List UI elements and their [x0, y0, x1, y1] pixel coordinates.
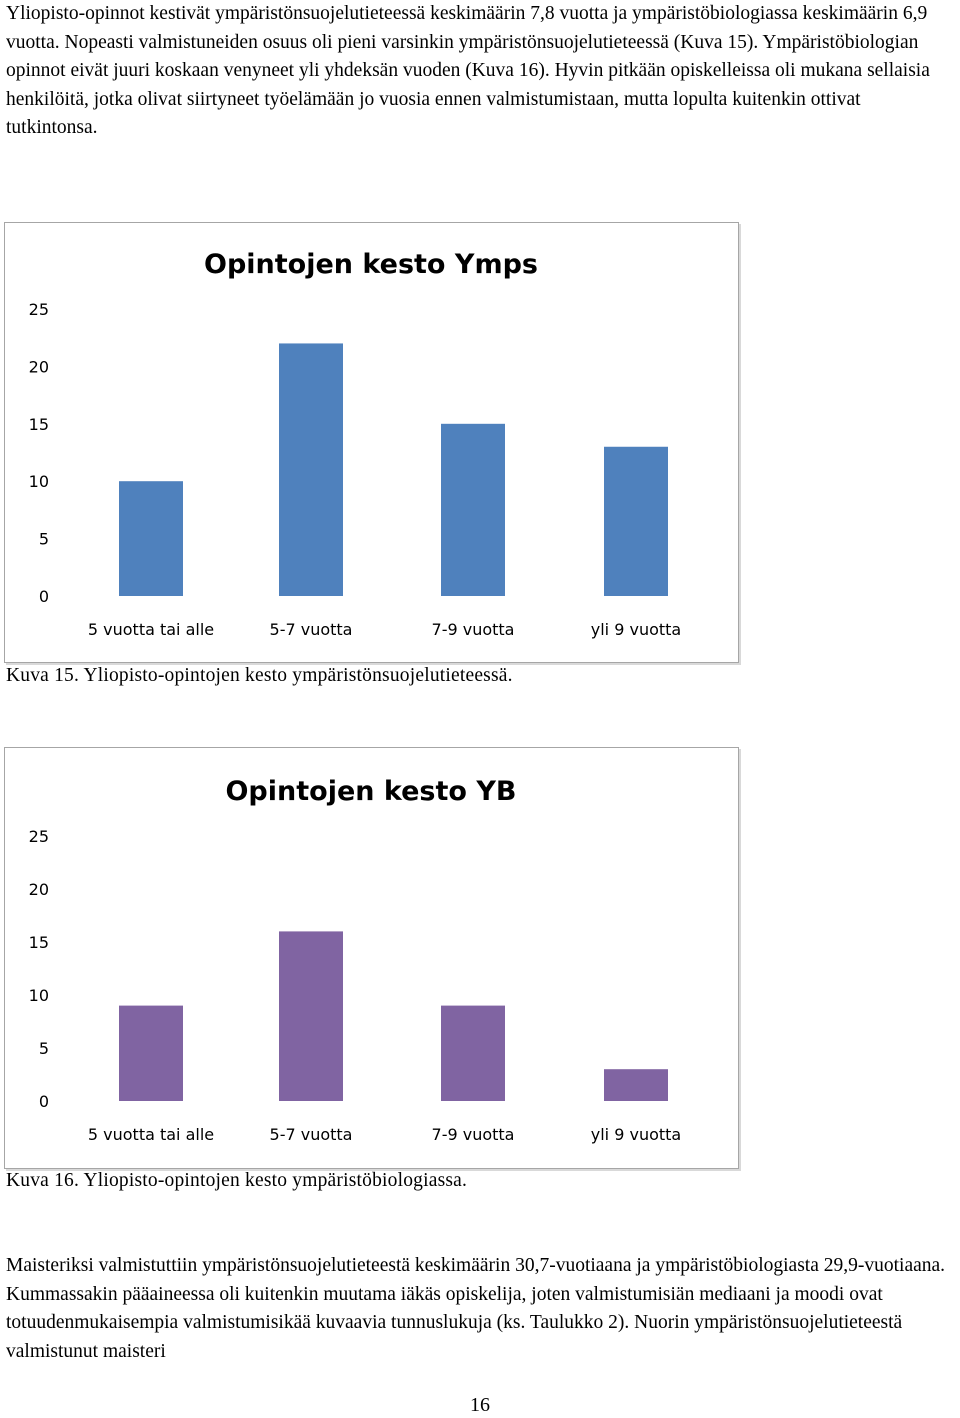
y-tick-label: 10	[29, 472, 49, 491]
figure-15-caption: Kuva 15. Yliopisto-opintojen kesto ympär…	[6, 665, 513, 686]
bar	[604, 446, 668, 596]
chart-title: Opintojen kesto YB	[225, 776, 516, 807]
y-tick-label: 15	[29, 415, 49, 434]
page-number: 16	[470, 1394, 490, 1416]
y-tick-label: 20	[29, 357, 49, 376]
x-tick-label: yli 9 vuotta	[591, 620, 681, 639]
body-paragraph-1: Yliopisto-opinnot kestivät ympäristönsuo…	[6, 3, 930, 138]
figure-16-caption: Kuva 16. Yliopisto-opintojen kesto ympär…	[6, 1170, 468, 1191]
y-tick-label: 25	[29, 300, 49, 319]
x-tick-label: 7-9 vuotta	[432, 1125, 515, 1144]
bar-chart-ymps: Opintojen kesto Ymps 0 5 10 15 20 25 5 vuotta t…	[29, 249, 682, 639]
bar	[604, 1069, 668, 1101]
y-tick-label: 0	[39, 587, 49, 606]
y-tick-label: 5	[39, 530, 49, 549]
chart-title: Opintojen kesto Ymps	[204, 249, 538, 280]
bar	[279, 343, 343, 596]
y-tick-label: 20	[29, 880, 49, 899]
x-tick-label: 5 vuotta tai alle	[88, 620, 214, 639]
x-tick-label: 5 vuotta tai alle	[88, 1125, 214, 1144]
bar	[441, 423, 505, 596]
bar-chart-yb: Opintojen kesto YB 0 5 10 15 20 25 5 vuotta tai…	[29, 776, 682, 1144]
bar	[119, 1005, 183, 1101]
figure-16-chart: Opintojen kesto YB 0 5 10 15 20 25 5 vuotta tai…	[4, 747, 739, 1169]
x-tick-label: 5-7 vuotta	[270, 1125, 353, 1144]
body-paragraph-2: Maisteriksi valmistuttiin ympäristönsuoj…	[6, 1255, 946, 1362]
y-tick-label: 25	[29, 827, 49, 846]
x-tick-label: 5-7 vuotta	[270, 620, 353, 639]
y-tick-label: 10	[29, 986, 49, 1005]
y-tick-label: 5	[39, 1039, 49, 1058]
bar	[119, 481, 183, 596]
figure-15-chart: Opintojen kesto Ymps 0 5 10 15 20 25 5 vuotta t…	[4, 222, 739, 663]
x-tick-label: yli 9 vuotta	[591, 1125, 681, 1144]
y-tick-label: 15	[29, 933, 49, 952]
bar	[279, 931, 343, 1101]
y-tick-label: 0	[39, 1092, 49, 1111]
x-tick-label: 7-9 vuotta	[432, 620, 515, 639]
bar	[441, 1005, 505, 1101]
